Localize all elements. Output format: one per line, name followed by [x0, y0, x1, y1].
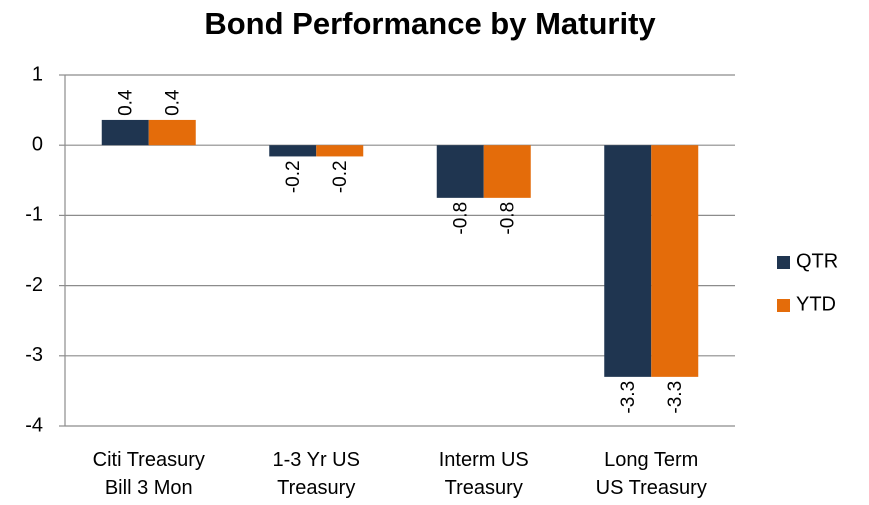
value-label: -0.8 [497, 202, 518, 235]
bar [436, 145, 484, 198]
bar [101, 119, 149, 146]
bar [148, 119, 196, 146]
value-label: -0.8 [450, 202, 471, 235]
bar [651, 145, 699, 377]
x-tick-label: Long Term US Treasury [596, 449, 707, 499]
bar [316, 145, 364, 157]
bar [483, 145, 531, 198]
legend-label: YTD [796, 293, 836, 315]
value-label: -0.2 [283, 160, 304, 193]
bar [604, 145, 652, 377]
y-tick-label: -2 [25, 274, 43, 296]
chart-title: Bond Performance by Maturity [204, 6, 656, 41]
x-tick-label: 1-3 Yr US Treasury [273, 449, 360, 499]
value-label: -3.3 [618, 381, 639, 414]
y-tick-label: 1 [32, 63, 43, 85]
x-tick-label: Interm US Treasury [439, 449, 529, 499]
y-tick-label: 0 [32, 133, 43, 155]
x-tick-label: Citi Treasury Bill 3 Mon [93, 449, 205, 499]
y-tick-label: -3 [25, 344, 43, 366]
value-label: -3.3 [665, 381, 686, 414]
legend-swatch [777, 299, 790, 312]
y-tick-label: -1 [25, 204, 43, 226]
value-label: -0.2 [330, 160, 351, 193]
legend-swatch [777, 256, 790, 269]
legend-label: QTR [796, 250, 838, 272]
y-tick-label: -4 [25, 414, 43, 436]
value-label: 0.4 [115, 89, 136, 116]
bar [269, 145, 317, 157]
value-label: 0.4 [162, 89, 183, 116]
